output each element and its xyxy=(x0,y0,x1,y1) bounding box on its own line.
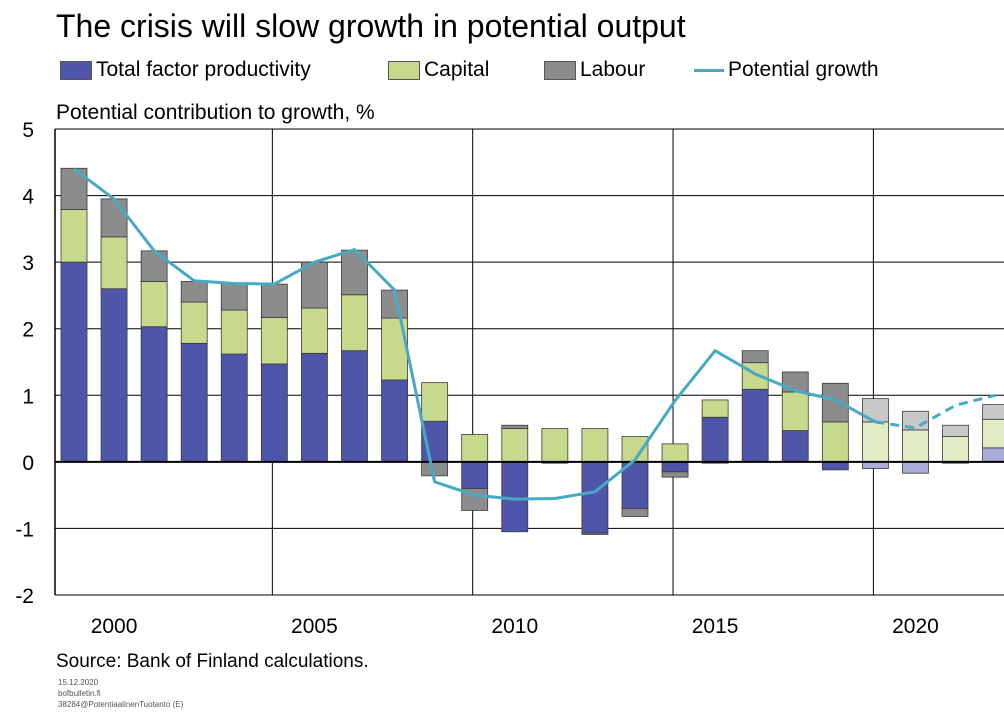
legend-label-capital: Capital xyxy=(424,58,490,81)
bar-segment-capital xyxy=(220,309,248,355)
x-tick-label: 2000 xyxy=(91,615,138,638)
footer-date: 15.12.2020 xyxy=(58,678,99,687)
bar-segment-capital xyxy=(862,421,889,463)
legend-swatch-potential-growth xyxy=(694,68,724,72)
bar-segment-tfp xyxy=(100,288,128,463)
y-tick-label: 0 xyxy=(22,452,34,475)
bar-segment-labour xyxy=(942,424,969,437)
bar-segment-labour xyxy=(260,283,288,318)
bar-segment-capital xyxy=(982,418,1004,449)
y-axis-label: Potential contribution to growth, % xyxy=(56,101,375,124)
legend-label-potential-growth: Potential growth xyxy=(728,58,879,81)
x-tick-label: 2010 xyxy=(491,615,538,638)
legend-item-potential-growth: Potential growth xyxy=(694,58,879,82)
bar-segment-tfp xyxy=(701,416,729,463)
bar-segment-tfp xyxy=(341,350,368,463)
bar-segment-tfp xyxy=(781,430,809,463)
bar-segment-tfp xyxy=(461,461,489,489)
legend-label-labour: Labour xyxy=(580,58,646,81)
bar-segment-capital xyxy=(541,428,569,463)
bar-segment-labour xyxy=(180,281,208,303)
bar-segment-capital xyxy=(942,436,969,463)
bar-segment-tfp xyxy=(741,388,769,463)
bar-layer xyxy=(60,167,1004,535)
bar-segment-tfp xyxy=(821,461,849,471)
bar-segment-capital xyxy=(260,316,288,365)
bar-segment-capital xyxy=(821,421,849,463)
bar-segment-labour xyxy=(140,250,168,282)
bar-segment-labour xyxy=(781,371,809,393)
bar-segment-capital xyxy=(902,429,929,463)
y-tick-label: -1 xyxy=(15,518,34,541)
legend-swatch-tfp xyxy=(60,60,92,80)
bar-segment-capital xyxy=(180,301,208,344)
bar-segment-capital xyxy=(501,428,529,463)
bar-segment-capital xyxy=(100,236,128,290)
legend-swatch-labour xyxy=(544,60,576,80)
y-tick-label: -2 xyxy=(15,585,34,608)
bar-segment-capital xyxy=(301,307,328,354)
bar-segment-capital xyxy=(461,434,489,463)
y-tick-label: 5 xyxy=(22,119,34,142)
bar-segment-labour xyxy=(100,198,128,238)
legend-label-tfp: Total factor productivity xyxy=(96,58,311,81)
bar-segment-labour xyxy=(821,382,849,423)
y-tick-label: 4 xyxy=(22,186,34,209)
footer-meta: 15.12.2020 bofbulletin.fi 38284@Potentia… xyxy=(58,677,183,710)
legend-item-capital: Capital xyxy=(388,58,489,82)
legend-swatch-capital xyxy=(388,60,420,80)
bar-segment-labour xyxy=(661,471,689,478)
bar-segment-labour xyxy=(741,350,769,364)
legend-item-labour: Labour xyxy=(544,58,645,82)
bar-segment-capital xyxy=(741,362,769,390)
bar-segment-tfp xyxy=(381,379,408,463)
bar-segment-capital xyxy=(701,399,729,418)
footer-code: 38284@PotentiaalinenTuotanto (E) xyxy=(58,700,184,709)
bar-segment-capital xyxy=(140,281,168,328)
bar-segment-tfp xyxy=(581,461,609,534)
bar-segment-tfp xyxy=(180,342,208,463)
x-tick-label: 2005 xyxy=(291,615,338,638)
bar-segment-labour xyxy=(581,532,609,535)
bar-segment-tfp xyxy=(260,363,288,463)
legend-item-tfp: Total factor productivity xyxy=(60,58,311,82)
y-tick-label: 3 xyxy=(22,252,34,275)
bar-segment-tfp xyxy=(982,447,1004,463)
bar-segment-labour xyxy=(621,508,649,517)
bar-segment-capital xyxy=(581,428,609,463)
bar-segment-tfp xyxy=(301,352,328,463)
potential-growth-line xyxy=(73,167,877,501)
x-tick-label: 2015 xyxy=(692,615,739,638)
source-note: Source: Bank of Finland calculations. xyxy=(56,651,369,672)
bar-segment-tfp xyxy=(661,461,689,473)
bar-segment-tfp xyxy=(60,261,88,463)
chart-title: The crisis will slow growth in potential… xyxy=(56,8,686,44)
bar-segment-labour xyxy=(982,404,1004,420)
bar-segment-labour xyxy=(220,283,248,311)
bar-segment-labour xyxy=(301,261,328,309)
potential-growth-forecast-line xyxy=(875,393,996,430)
bar-segment-labour xyxy=(501,424,529,429)
bar-segment-capital xyxy=(661,443,689,463)
y-tick-label: 2 xyxy=(22,319,34,342)
bar-segment-capital xyxy=(781,391,809,431)
footer-site: bofbulletin.fi xyxy=(58,689,101,698)
bar-segment-labour xyxy=(421,461,449,477)
bar-segment-capital xyxy=(421,382,449,422)
bar-segment-tfp xyxy=(140,326,168,463)
bar-segment-capital xyxy=(341,294,368,352)
tick-label-layer: 5 4 3 2 1 0 -1 -2 2000 2005 2010 2015 2020 xyxy=(15,119,939,638)
bar-segment-tfp xyxy=(902,461,929,474)
line-layer xyxy=(73,167,996,501)
y-tick-label: 1 xyxy=(22,385,34,408)
bar-segment-capital xyxy=(60,209,88,263)
bar-segment-tfp xyxy=(220,353,248,463)
x-tick-label: 2020 xyxy=(892,615,939,638)
